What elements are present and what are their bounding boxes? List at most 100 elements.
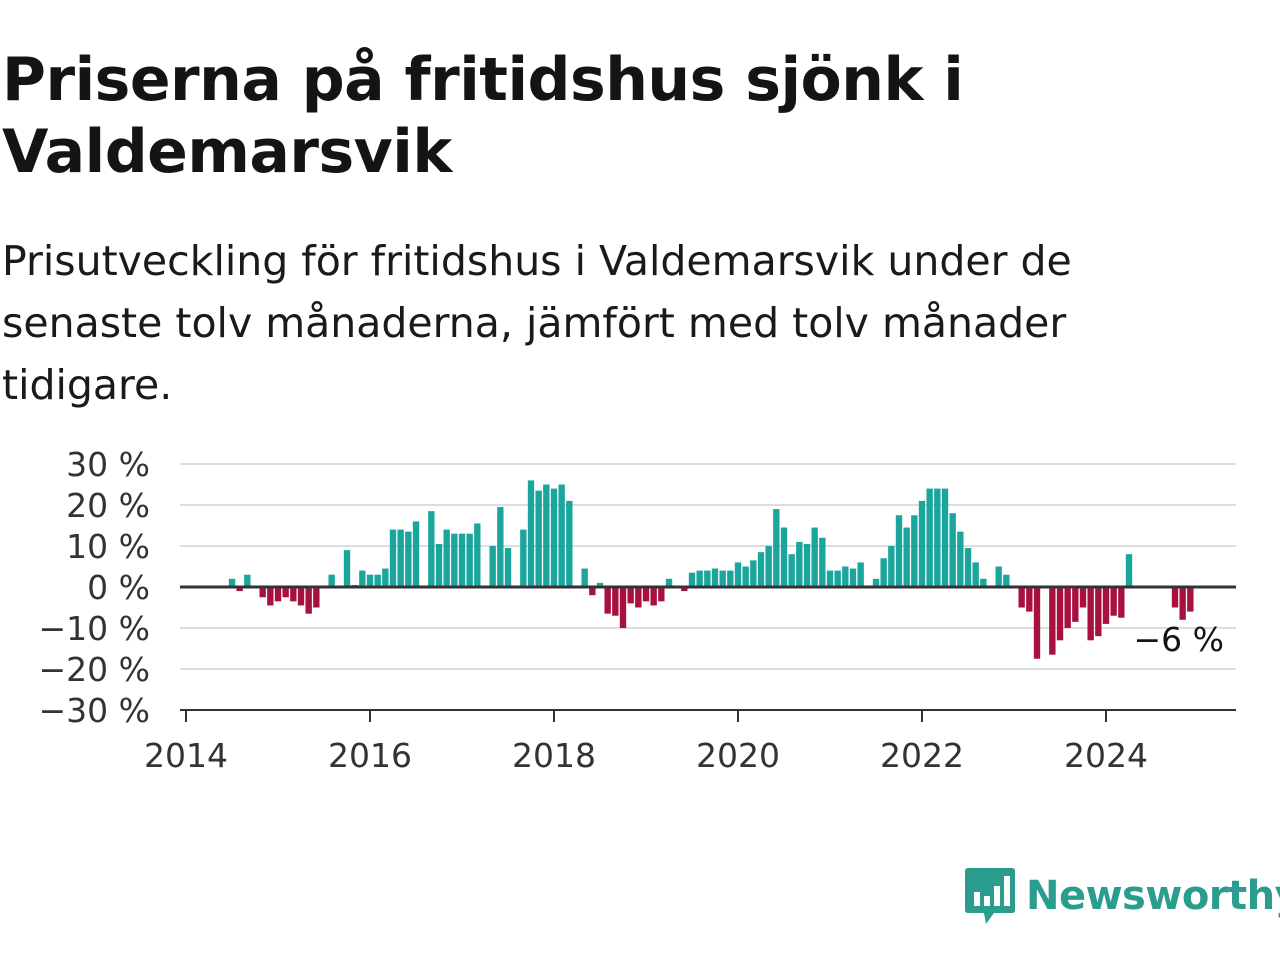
bar: [834, 570, 841, 587]
bar: [696, 570, 703, 587]
bar: [366, 574, 374, 587]
bar: [305, 587, 312, 614]
bar: [995, 566, 1002, 587]
bar: [1118, 587, 1125, 618]
bar: [589, 587, 596, 596]
y-tick-label: −20 %: [39, 650, 151, 689]
bar: [359, 570, 366, 587]
bar-chart-speech-bubble-icon: [965, 868, 1015, 924]
bar: [1110, 587, 1117, 616]
bar: [895, 515, 903, 587]
bar: [826, 570, 834, 587]
bar: [949, 513, 956, 587]
bar: [750, 560, 757, 587]
bar: [964, 548, 972, 587]
bar: [1187, 587, 1194, 612]
bar: [1072, 587, 1079, 622]
bar: [1102, 587, 1110, 624]
bar: [842, 566, 849, 587]
bar: [880, 558, 887, 587]
bar: [504, 548, 512, 587]
bar: [857, 562, 864, 587]
bar: [451, 533, 458, 587]
y-tick-label: −10 %: [39, 609, 151, 648]
bar: [1026, 587, 1033, 612]
bar-chart: 30 %20 %10 %0 %−10 %−20 %−30 % 2014 2016 2…: [39, 445, 1236, 775]
y-tick-label: 10 %: [66, 527, 150, 566]
bar: [1018, 587, 1025, 608]
bar: [658, 587, 665, 602]
bar: [765, 546, 772, 587]
bar: [819, 537, 826, 587]
bar: [872, 578, 880, 587]
x-tick-label: 2016: [328, 736, 412, 775]
bar: [811, 527, 818, 587]
bar: [535, 490, 542, 587]
bar: [382, 568, 389, 587]
bar: [780, 527, 788, 587]
bar: [1179, 587, 1186, 620]
bar: [604, 587, 611, 614]
bar: [259, 587, 266, 598]
bar: [328, 574, 335, 587]
bar: [711, 568, 719, 587]
bar: [290, 587, 297, 602]
bar: [650, 587, 657, 606]
bar: [665, 578, 673, 587]
bar: [773, 509, 780, 587]
bar: [443, 529, 450, 587]
bar: [1056, 587, 1064, 641]
bar: [558, 484, 565, 587]
bar: [527, 480, 535, 587]
bar: [972, 562, 979, 587]
bar: [274, 587, 282, 602]
bar: [1064, 587, 1071, 628]
brand-name: Newsworthy: [1026, 873, 1280, 919]
bar: [566, 500, 573, 587]
y-tick-label: 20 %: [66, 486, 150, 525]
bar: [297, 587, 305, 606]
bar: [474, 523, 481, 587]
bar: [1095, 587, 1102, 637]
bar: [397, 529, 404, 587]
bar: [934, 488, 941, 587]
bar: [1003, 574, 1010, 587]
bar: [849, 568, 857, 587]
bar: [788, 554, 795, 587]
bar: [389, 529, 397, 587]
bar: [635, 587, 642, 608]
bar: [803, 543, 811, 587]
bar: [1125, 554, 1133, 587]
bar: [888, 546, 895, 587]
bar: [343, 550, 351, 587]
y-tick-label: 0 %: [87, 568, 150, 607]
bar: [412, 521, 420, 587]
bar: [1171, 587, 1179, 608]
bar: [918, 500, 926, 587]
bar: [435, 543, 443, 587]
newsworthy-logo: Newsworthy: [964, 864, 1280, 928]
bar: [681, 587, 688, 592]
bar: [704, 570, 711, 587]
bar: [619, 587, 627, 628]
bar: [282, 587, 289, 598]
bar: [941, 488, 949, 587]
bar: [458, 533, 466, 587]
bar: [1049, 587, 1056, 655]
page-subtitle: Prisutveckling för fritidshus i Valdemar…: [2, 237, 1072, 409]
page-title: Priserna på fritidshus sjönk i Valdemars…: [2, 45, 964, 187]
bar: [1087, 587, 1094, 641]
bar: [466, 533, 473, 587]
bar: [688, 572, 696, 587]
bar: [612, 587, 619, 616]
x-tick-label: 2024: [1064, 736, 1148, 775]
bar: [627, 587, 634, 604]
bar: [903, 527, 910, 587]
bar: [244, 574, 251, 587]
bar: [957, 531, 964, 587]
bar: [596, 582, 604, 587]
bar: [497, 507, 504, 587]
bar: [489, 546, 496, 587]
x-tick-label: 2020: [696, 736, 780, 775]
bar: [581, 568, 588, 587]
